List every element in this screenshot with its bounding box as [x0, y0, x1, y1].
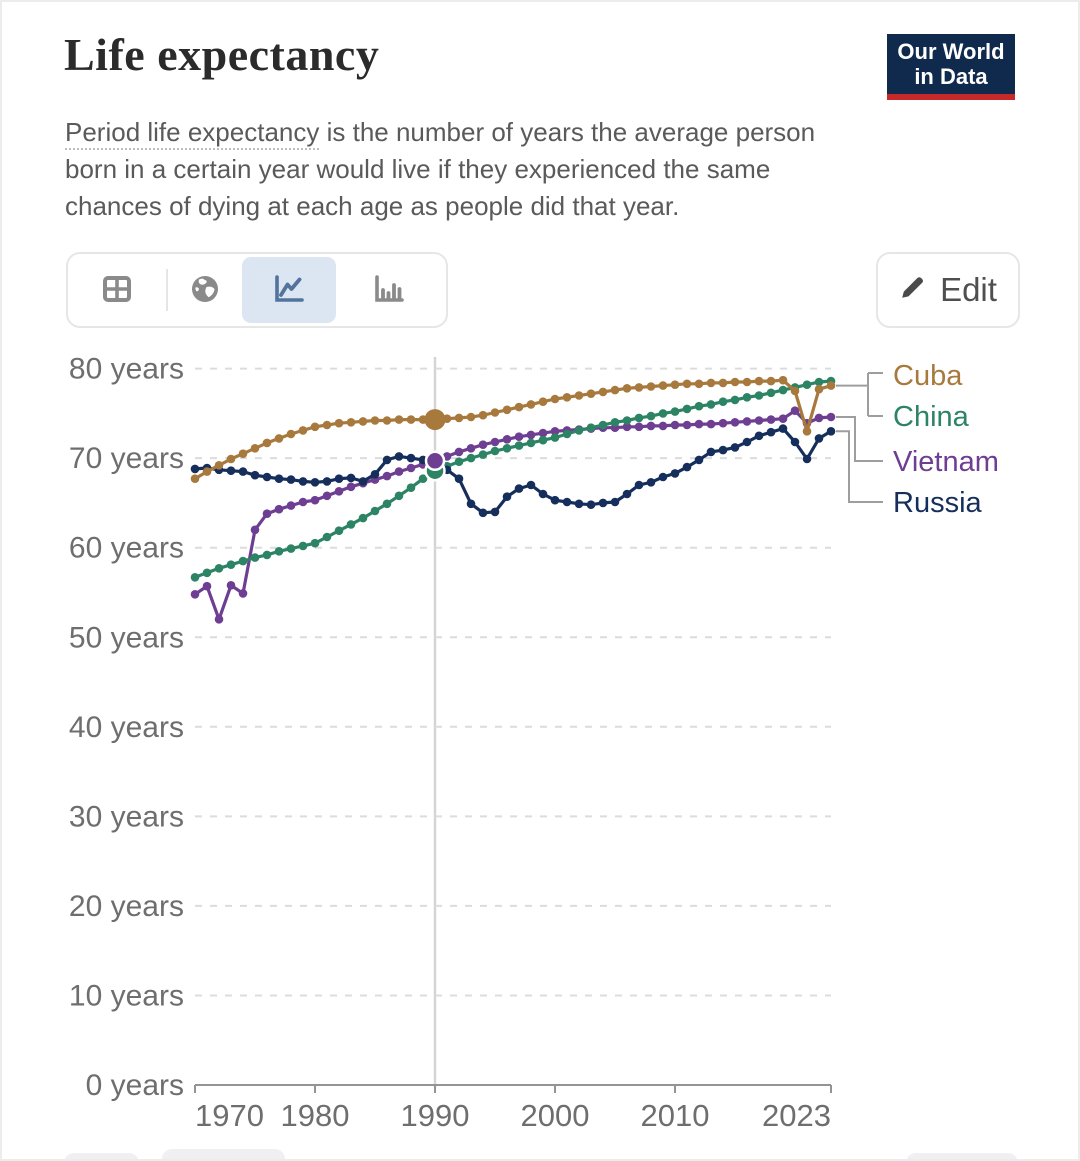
bar-chart-view-button[interactable] — [336, 257, 442, 323]
subtitle-line2: born in a certain year would live if the… — [65, 154, 771, 184]
legend-label-vietnam[interactable]: Vietnam — [893, 446, 999, 478]
y-tick-label: 70 years — [69, 442, 184, 475]
action-button-partial[interactable] — [906, 1153, 1018, 1159]
subtitle-line3: chances of dying at each age as people d… — [65, 191, 680, 221]
owid-logo-line2: in Data — [914, 64, 988, 89]
y-tick-label: 80 years — [69, 353, 184, 386]
globe-icon — [190, 274, 220, 307]
page-title: Life expectancy — [64, 29, 380, 80]
y-tick-label: 10 years — [69, 980, 184, 1013]
timeline-control-partial[interactable] — [64, 1153, 139, 1159]
x-tick-label: 2000 — [521, 1098, 590, 1133]
y-tick-label: 60 years — [69, 532, 184, 565]
highlight-dot-cuba — [424, 409, 446, 431]
series-china[interactable] — [190, 376, 836, 582]
line-chart-icon — [273, 274, 305, 307]
timeline-range-partial[interactable] — [162, 1149, 285, 1159]
series-vietnam[interactable] — [190, 406, 836, 624]
subtitle-line1: is the number of years the average perso… — [319, 117, 816, 147]
edit-button-label: Edit — [940, 271, 997, 308]
x-tick-label: 1980 — [281, 1098, 350, 1133]
legend-connectors — [836, 372, 883, 503]
bar-chart-icon — [373, 274, 405, 307]
legend-label-cuba[interactable]: Cuba — [893, 360, 963, 392]
chart-subtitle: Period life expectancy is the number of … — [65, 114, 1015, 225]
y-tick-label: 40 years — [69, 711, 184, 744]
legend-label-russia[interactable]: Russia — [893, 487, 983, 519]
legend-label-china[interactable]: China — [893, 401, 970, 433]
y-tick-label: 30 years — [69, 800, 184, 833]
x-tick-label: 1990 — [401, 1098, 470, 1133]
y-tick-label: 0 years — [86, 1069, 184, 1102]
y-tick-label: 50 years — [69, 621, 184, 654]
x-tick-label: 2023 — [762, 1098, 831, 1133]
definition-term[interactable]: Period life expectancy — [65, 117, 320, 150]
edit-button[interactable]: Edit — [876, 252, 1020, 328]
table-view-button[interactable] — [68, 257, 166, 323]
owid-logo[interactable]: Our World in Data — [887, 34, 1015, 100]
x-tick-label: 2010 — [641, 1098, 710, 1133]
y-tick-label: 20 years — [69, 890, 184, 923]
axes: 0 years 10 years 20 years 30 years 40 years 5… — [69, 353, 832, 1133]
map-view-button[interactable] — [168, 257, 242, 323]
x-tick-label: 1970 — [195, 1098, 264, 1133]
owid-logo-line1: Our World — [897, 39, 1005, 64]
highlight-dot-vietnam — [424, 450, 446, 472]
series-cuba[interactable] — [190, 375, 836, 484]
line-chart-view-button[interactable] — [242, 257, 336, 323]
view-switcher-toolbar — [66, 252, 448, 328]
pencil-icon — [899, 271, 927, 309]
toolbar-divider — [166, 269, 168, 311]
table-icon — [102, 275, 132, 306]
